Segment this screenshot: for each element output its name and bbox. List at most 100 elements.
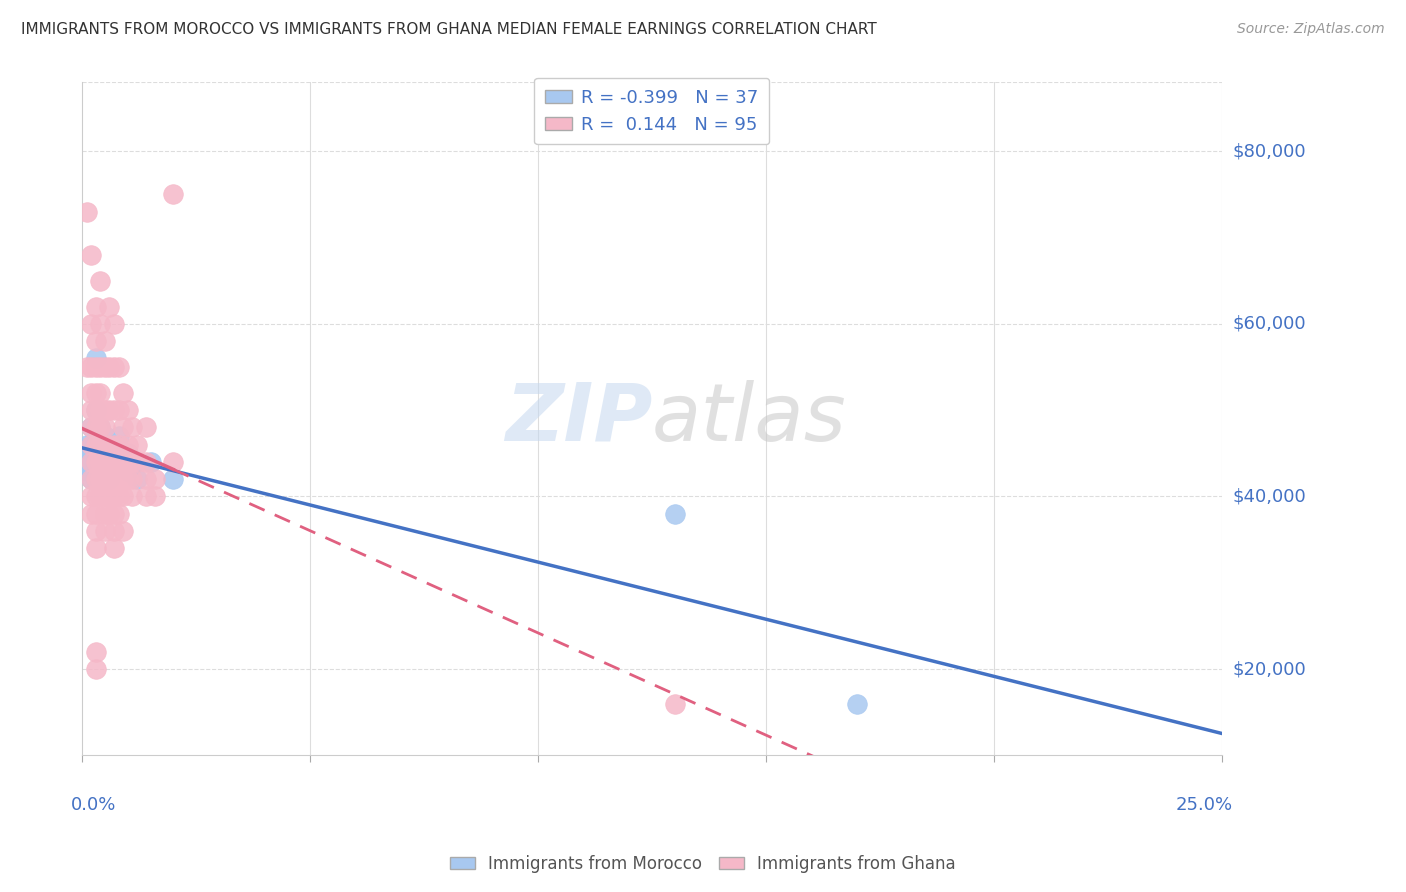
Point — [117, 446, 139, 460]
Point — [103, 359, 125, 374]
Point — [107, 429, 129, 443]
Point — [84, 464, 107, 478]
Point — [80, 455, 103, 469]
Point — [98, 490, 121, 504]
Point — [103, 472, 125, 486]
Point — [112, 385, 135, 400]
Point — [89, 455, 111, 469]
Point — [80, 437, 103, 451]
Point — [846, 697, 869, 711]
Point — [84, 351, 107, 366]
Legend: Immigrants from Morocco, Immigrants from Ghana: Immigrants from Morocco, Immigrants from… — [443, 848, 963, 880]
Point — [84, 420, 107, 434]
Text: 25.0%: 25.0% — [1175, 796, 1233, 814]
Point — [94, 455, 117, 469]
Point — [84, 334, 107, 348]
Point — [98, 403, 121, 417]
Point — [162, 472, 184, 486]
Point — [84, 541, 107, 556]
Point — [117, 464, 139, 478]
Point — [84, 645, 107, 659]
Point — [112, 524, 135, 538]
Point — [98, 359, 121, 374]
Point — [98, 472, 121, 486]
Point — [112, 472, 135, 486]
Point — [112, 490, 135, 504]
Text: $20,000: $20,000 — [1233, 660, 1306, 678]
Point — [117, 455, 139, 469]
Point — [103, 403, 125, 417]
Point — [80, 455, 103, 469]
Point — [121, 455, 143, 469]
Point — [98, 507, 121, 521]
Point — [143, 472, 166, 486]
Point — [117, 437, 139, 451]
Point — [84, 524, 107, 538]
Point — [80, 403, 103, 417]
Point — [76, 455, 98, 469]
Point — [89, 359, 111, 374]
Point — [143, 490, 166, 504]
Point — [103, 524, 125, 538]
Point — [121, 472, 143, 486]
Point — [125, 437, 148, 451]
Point — [103, 437, 125, 451]
Point — [80, 472, 103, 486]
Point — [98, 437, 121, 451]
Point — [94, 507, 117, 521]
Point — [89, 472, 111, 486]
Point — [139, 455, 162, 469]
Point — [98, 472, 121, 486]
Point — [76, 464, 98, 478]
Point — [98, 455, 121, 469]
Point — [135, 455, 157, 469]
Point — [107, 359, 129, 374]
Text: $40,000: $40,000 — [1233, 487, 1306, 506]
Point — [76, 359, 98, 374]
Point — [80, 248, 103, 262]
Point — [112, 420, 135, 434]
Point — [89, 420, 111, 434]
Point — [89, 403, 111, 417]
Point — [94, 437, 117, 451]
Point — [107, 490, 129, 504]
Point — [84, 472, 107, 486]
Point — [89, 420, 111, 434]
Point — [89, 472, 111, 486]
Point — [84, 403, 107, 417]
Point — [94, 429, 117, 443]
Point — [107, 472, 129, 486]
Point — [80, 437, 103, 451]
Point — [84, 455, 107, 469]
Point — [84, 490, 107, 504]
Point — [135, 490, 157, 504]
Point — [125, 472, 148, 486]
Point — [94, 472, 117, 486]
Point — [80, 464, 103, 478]
Point — [94, 403, 117, 417]
Point — [98, 300, 121, 314]
Point — [89, 455, 111, 469]
Point — [84, 385, 107, 400]
Text: ZIP: ZIP — [505, 380, 652, 458]
Point — [103, 490, 125, 504]
Point — [125, 455, 148, 469]
Point — [80, 420, 103, 434]
Point — [84, 300, 107, 314]
Point — [84, 437, 107, 451]
Point — [94, 455, 117, 469]
Point — [94, 334, 117, 348]
Text: IMMIGRANTS FROM MOROCCO VS IMMIGRANTS FROM GHANA MEDIAN FEMALE EARNINGS CORRELAT: IMMIGRANTS FROM MOROCCO VS IMMIGRANTS FR… — [21, 22, 877, 37]
Point — [80, 420, 103, 434]
Point — [89, 490, 111, 504]
Point — [117, 403, 139, 417]
Point — [107, 455, 129, 469]
Point — [84, 472, 107, 486]
Point — [107, 507, 129, 521]
Text: atlas: atlas — [652, 380, 846, 458]
Point — [80, 317, 103, 331]
Point — [80, 507, 103, 521]
Point — [76, 204, 98, 219]
Point — [94, 472, 117, 486]
Point — [89, 385, 111, 400]
